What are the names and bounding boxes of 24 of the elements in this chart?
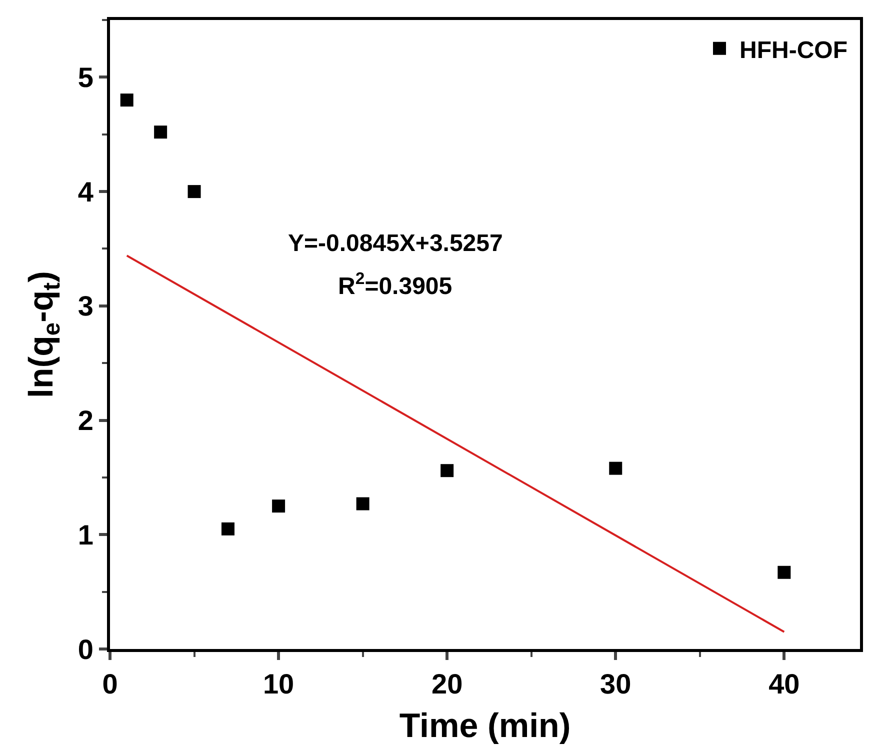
point bbox=[609, 462, 622, 475]
point bbox=[188, 185, 201, 198]
y-tick-label: 3 bbox=[78, 290, 94, 322]
point bbox=[272, 500, 286, 513]
annotation: Y=-0.0845X+3.5257 bbox=[288, 230, 503, 257]
y-tick-label: 4 bbox=[78, 176, 94, 208]
x-tick-label: 0 bbox=[102, 668, 118, 700]
x-tick-label: 30 bbox=[600, 668, 632, 700]
point bbox=[221, 522, 234, 536]
y-tick-label: 0 bbox=[78, 634, 94, 665]
point bbox=[440, 464, 454, 478]
point bbox=[154, 126, 168, 139]
point bbox=[120, 94, 134, 107]
y-tick-label: 5 bbox=[78, 62, 94, 93]
x-tick-label: 40 bbox=[768, 668, 800, 700]
annotation: R$^{2}$=0.3905 bbox=[338, 269, 452, 300]
y-tick-label: 2 bbox=[78, 405, 94, 436]
point bbox=[356, 497, 370, 510]
x-axis-title: Time (min) bbox=[399, 706, 571, 745]
y-tick-label: 1 bbox=[78, 519, 94, 550]
x-tick-label: 10 bbox=[262, 668, 294, 700]
legend-label: HFH-COF bbox=[740, 36, 848, 64]
point bbox=[778, 566, 791, 579]
x-tick-label: 20 bbox=[432, 668, 463, 700]
